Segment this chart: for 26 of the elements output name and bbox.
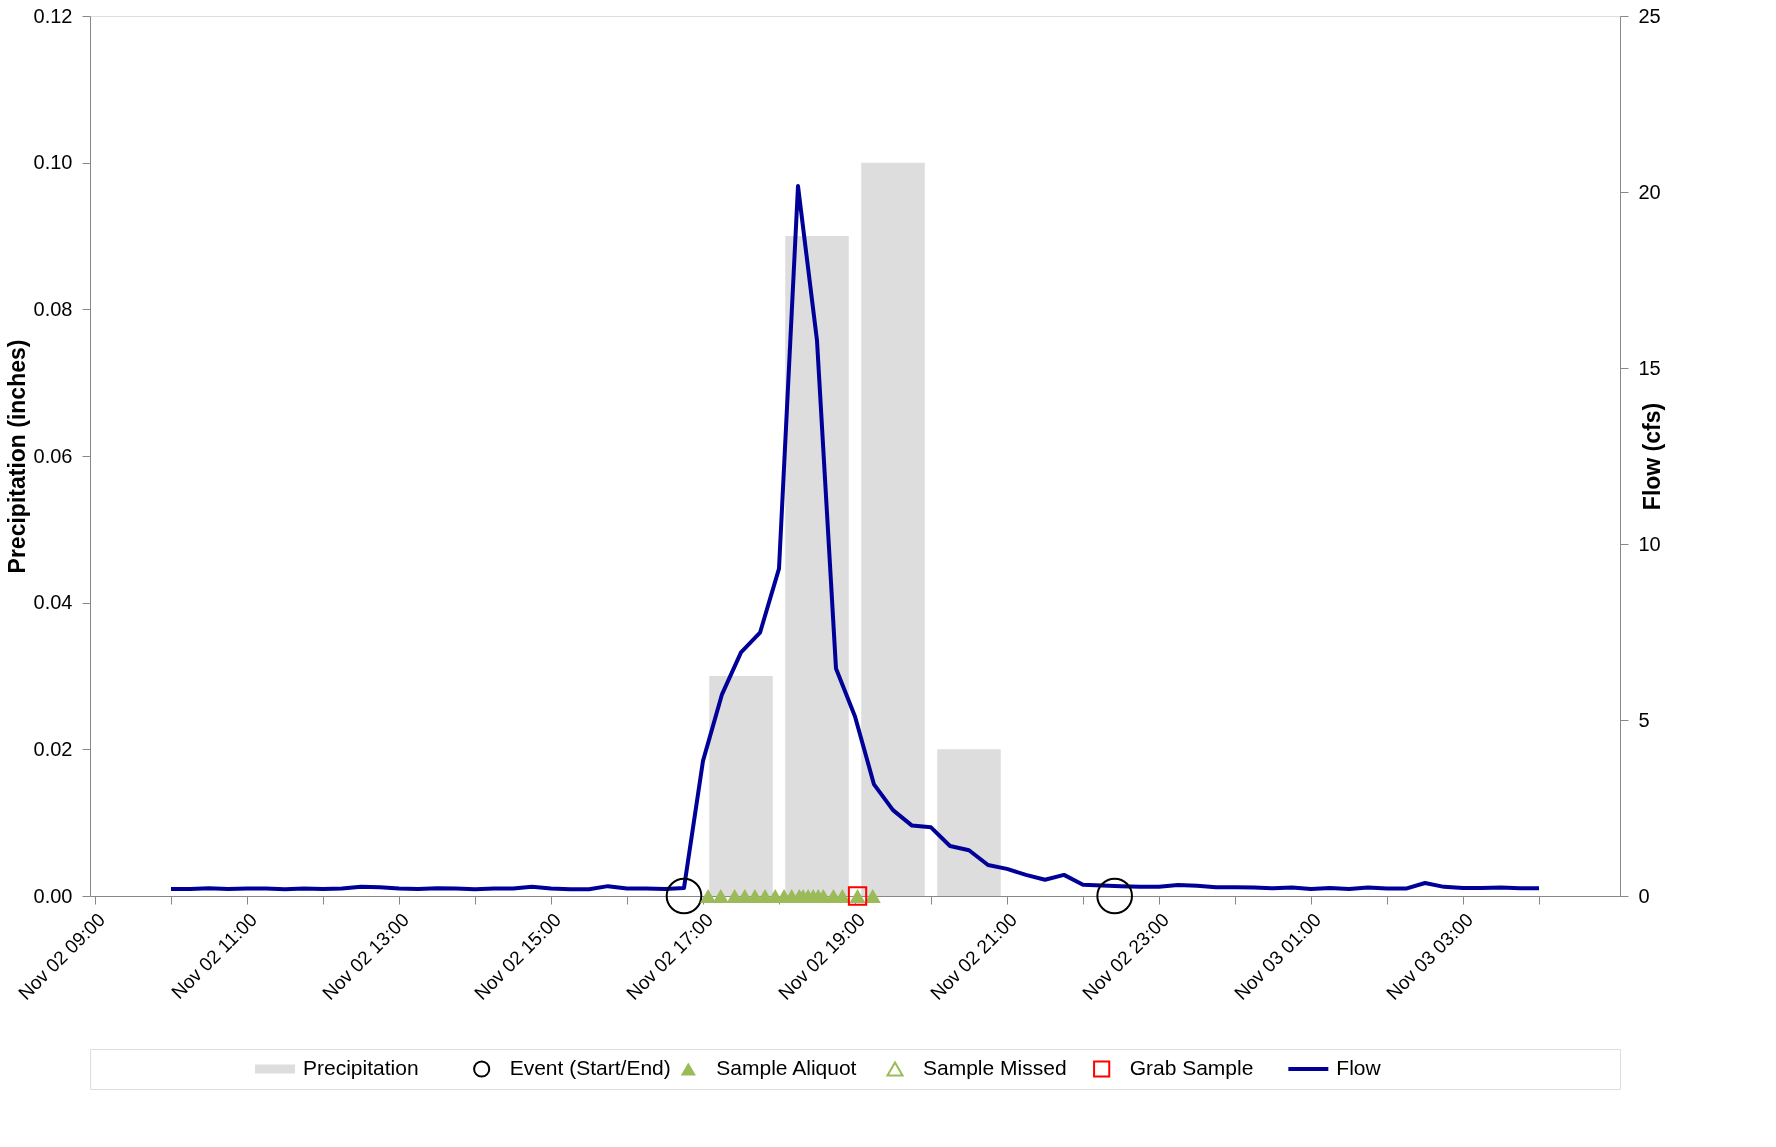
legend-label: Sample Missed (923, 1056, 1067, 1079)
line-series (169, 184, 1541, 892)
y2-tick-label: 15 (1638, 356, 1661, 379)
y2-tick-label: 25 (1638, 4, 1661, 27)
bar (709, 676, 773, 896)
y-axis-title: Precipitation (inches) (3, 339, 30, 574)
y-tick-label: 0.00 (33, 884, 73, 907)
y-tick-label: 0.02 (33, 737, 73, 760)
bar (785, 236, 849, 896)
y-tick-label: 0.10 (33, 151, 73, 174)
y2-tick-label: 0 (1638, 884, 1650, 907)
y-tick-label: 0.06 (33, 444, 73, 467)
bar (861, 162, 925, 896)
y2-tick-label: 5 (1638, 708, 1650, 731)
bar (937, 749, 1001, 896)
y-tick-label: 0.12 (33, 4, 73, 27)
legend-label: Flow (1336, 1056, 1382, 1079)
legend-label: Event (Start/End) (509, 1056, 671, 1079)
legend-label: Sample Aliquot (716, 1056, 857, 1079)
legend-label: Grab Sample (1129, 1056, 1254, 1079)
y2-axis-title: Flow (cfs) (1638, 402, 1665, 511)
y-tick-label: 0.08 (33, 297, 73, 320)
y2-tick-label: 20 (1638, 180, 1661, 203)
y2-tick-label: 10 (1638, 532, 1661, 555)
legend-label: Precipitation (303, 1056, 419, 1079)
y-tick-label: 0.04 (33, 591, 73, 614)
